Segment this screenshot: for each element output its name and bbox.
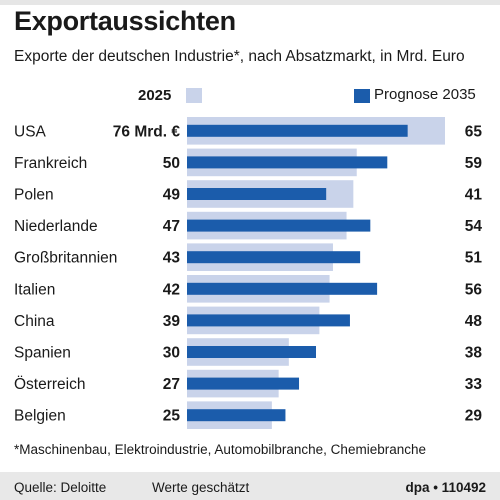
category-label: Frankreich — [14, 155, 87, 172]
footer-bar — [0, 472, 500, 500]
value-label-2025: 43 — [163, 250, 181, 267]
value-label-2025: 42 — [163, 281, 180, 298]
category-label: China — [14, 313, 55, 330]
bar-forecast-2035 — [187, 219, 371, 232]
value-label-2035: 48 — [465, 313, 483, 330]
footnote: *Maschinenbau, Elektroindustrie, Automob… — [14, 442, 426, 457]
bar-forecast-2035 — [187, 314, 350, 327]
value-label-2035: 29 — [465, 408, 483, 425]
bar-forecast-2035 — [187, 251, 361, 264]
value-label-2025: 27 — [163, 376, 180, 393]
category-label: Großbritannien — [14, 250, 117, 267]
category-label: Niederlande — [14, 218, 98, 235]
value-label-2025: 39 — [163, 313, 181, 330]
category-label: Spanien — [14, 345, 71, 362]
legend-forecast-swatch — [354, 89, 370, 103]
value-label-2035: 56 — [465, 281, 483, 298]
bar-forecast-2035 — [187, 377, 300, 390]
category-label: Österreich — [14, 375, 86, 393]
legend-2025-label: 2025 — [138, 87, 172, 104]
value-label-2035: 54 — [465, 218, 483, 235]
value-label-2025: 76 Mrd. € — [113, 123, 181, 140]
value-label-2035: 41 — [465, 187, 483, 204]
value-label-2025: 50 — [163, 155, 180, 172]
credit-text: dpa • 110492 — [405, 480, 486, 495]
value-label-2035: 33 — [465, 376, 483, 393]
bar-forecast-2035 — [187, 409, 286, 422]
bar-forecast-2035 — [187, 124, 408, 137]
value-label-2025: 49 — [163, 187, 181, 204]
value-label-2025: 30 — [163, 345, 180, 362]
value-label-2035: 59 — [465, 155, 483, 172]
category-label: Polen — [14, 187, 54, 204]
chart-title: Exportaussichten — [14, 6, 236, 36]
legend-2025-swatch — [186, 88, 202, 103]
value-label-2035: 51 — [465, 250, 483, 267]
bar-forecast-2035 — [187, 156, 388, 169]
top-rule — [0, 0, 500, 5]
estimated-note: Werte geschätzt — [152, 480, 250, 495]
bar-forecast-2035 — [187, 346, 316, 358]
value-label-2025: 25 — [163, 408, 181, 425]
legend-forecast-label: Prognose 2035 — [374, 86, 476, 103]
source-text: Quelle: Deloitte — [14, 480, 107, 495]
value-label-2035: 65 — [465, 123, 483, 140]
chart-subtitle: Exporte der deutschen Industrie*, nach A… — [14, 48, 465, 65]
bar-chart: USA 76 Mrd. € 65 Frankreich 50 59 Polen 49 41 Nie… — [14, 117, 483, 429]
category-label: Italien — [14, 281, 55, 298]
category-label: USA — [14, 123, 47, 140]
value-label-2035: 38 — [465, 345, 483, 362]
category-label: Belgien — [14, 408, 66, 425]
bar-forecast-2035 — [187, 282, 378, 295]
bar-forecast-2035 — [187, 188, 327, 200]
value-label-2025: 47 — [163, 218, 180, 235]
